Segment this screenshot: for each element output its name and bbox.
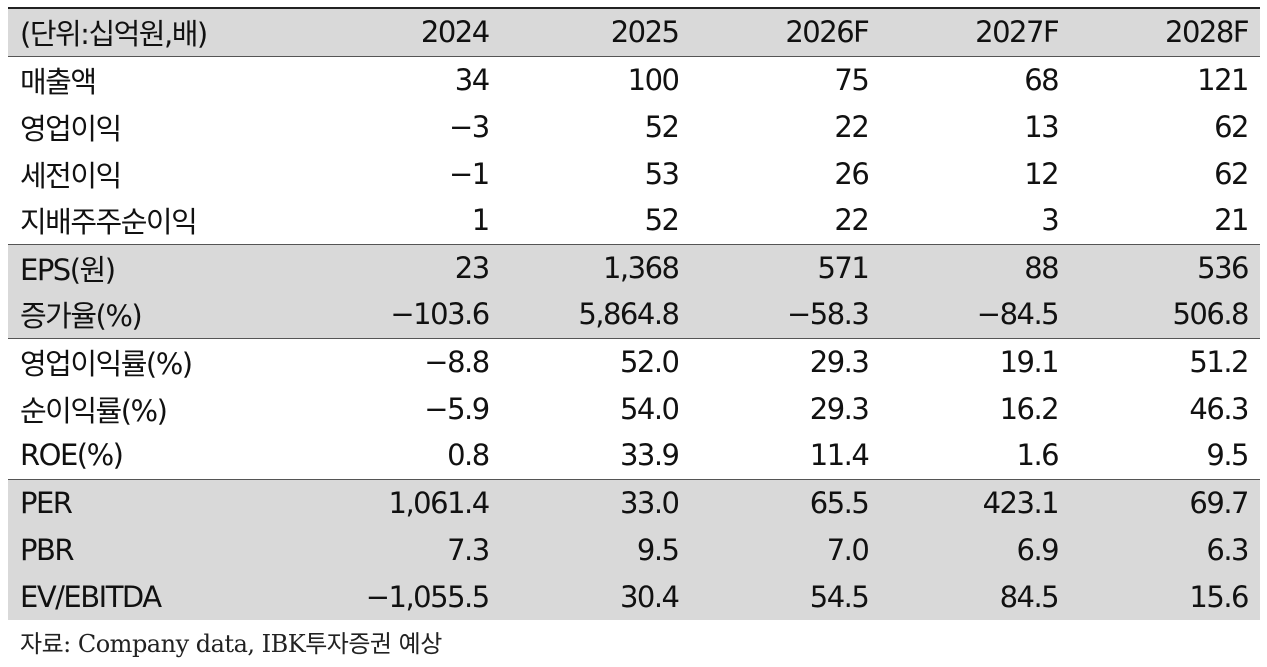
unit-label: (단위:십억원,배) [20, 17, 208, 52]
value-cell: 23 [454, 250, 490, 285]
value-cell: −1 [448, 156, 490, 191]
value-cell: 29.3 [809, 391, 870, 426]
row-label: EV/EBITDA [20, 579, 162, 614]
value-cell: 12 [1024, 156, 1059, 191]
table-group: EPS(원) 23 1,368 571 88 536 증가율(%) −103.6 5,864.8… [8, 244, 1260, 338]
table-row: PER 1,061.4 33.0 65.5 423.1 69.7 [8, 479, 1260, 526]
value-cell: −84.5 [976, 297, 1060, 332]
value-cell: −3 [448, 109, 490, 144]
table-row: 영업이익 −3 52 22 13 62 [8, 103, 1260, 150]
financial-summary-table: (단위:십억원,배) 2024 2025 2026F 2027F 2028F 매… [8, 7, 1260, 620]
value-cell: 6.9 [1016, 532, 1060, 567]
value-cell: 506.8 [1172, 297, 1249, 332]
value-cell: 62 [1214, 156, 1249, 191]
table-row: EV/EBITDA −1,055.5 30.4 54.5 84.5 15.6 [8, 573, 1260, 620]
table-row: PBR 7.3 9.5 7.0 6.9 6.3 [8, 526, 1260, 573]
year-header-2026f: 2026F [785, 15, 869, 50]
value-cell: 33.0 [619, 485, 680, 520]
value-cell: 423.1 [982, 485, 1060, 520]
value-cell: 9.5 [1206, 438, 1249, 473]
value-cell: 65.5 [809, 485, 870, 520]
value-cell: 22 [834, 203, 869, 238]
table-group: 영업이익률(%) −8.8 52.0 29.3 19.1 51.2 순이익률(%) −5.9 5… [8, 338, 1260, 479]
row-label: ROE(%) [20, 438, 124, 473]
value-cell: 7.3 [447, 532, 490, 567]
row-label: 영업이익률(%) [20, 346, 193, 381]
value-cell: 1,061.4 [388, 485, 491, 520]
value-cell: 53 [644, 156, 680, 191]
value-cell: 52 [644, 203, 680, 238]
table-group: 매출액 34 100 75 68 121 영업이익 −3 52 22 13 62 세전이익 −1 53 26 1… [8, 56, 1260, 244]
value-cell: 33.9 [619, 438, 680, 473]
value-cell: −5.9 [424, 391, 490, 426]
value-cell: 68 [1024, 62, 1059, 97]
value-cell: −1,055.5 [365, 579, 490, 614]
year-header-2028f: 2028F [1165, 15, 1249, 50]
table-row: 세전이익 −1 53 26 12 62 [8, 150, 1260, 197]
row-label: 매출액 [20, 64, 97, 99]
value-cell: −58.3 [786, 297, 870, 332]
row-label: 지배주주순이익 [20, 205, 198, 240]
source-note: 자료: Company data, IBK투자증권 예상 [20, 630, 442, 658]
value-cell: 6.3 [1206, 532, 1249, 567]
value-cell: 7.0 [826, 532, 870, 567]
financial-table-container: (단위:십억원,배) 2024 2025 2026F 2027F 2028F 매… [8, 7, 1260, 620]
value-cell: 84.5 [999, 579, 1060, 614]
table-header: (단위:십억원,배) 2024 2025 2026F 2027F 2028F [8, 8, 1260, 56]
value-cell: 52 [644, 109, 680, 144]
value-cell: 22 [834, 109, 869, 144]
value-cell: 54.5 [809, 579, 870, 614]
year-header-2024: 2024 [420, 15, 490, 50]
value-cell: 100 [627, 62, 680, 97]
value-cell: 0.8 [447, 438, 490, 473]
value-cell: 3 [1041, 203, 1059, 238]
value-cell: −103.6 [390, 297, 490, 332]
table-row: 영업이익률(%) −8.8 52.0 29.3 19.1 51.2 [8, 338, 1260, 385]
value-cell: 1.6 [1016, 438, 1060, 473]
row-label: 순이익률(%) [20, 393, 168, 428]
table-group: PER 1,061.4 33.0 65.5 423.1 69.7 PBR 7.3 9.5 7.0 6… [8, 479, 1260, 620]
value-cell: 51.2 [1189, 344, 1249, 379]
value-cell: 1,368 [602, 250, 680, 285]
value-cell: 75 [834, 62, 869, 97]
value-cell: 9.5 [636, 532, 680, 567]
value-cell: 30.4 [619, 579, 680, 614]
table-row: 증가율(%) −103.6 5,864.8 −58.3 −84.5 506.8 [8, 291, 1260, 338]
value-cell: 34 [454, 62, 490, 97]
value-cell: 5,864.8 [578, 297, 680, 332]
value-cell: 16.2 [999, 391, 1060, 426]
table-row: 지배주주순이익 1 52 22 3 21 [8, 197, 1260, 244]
value-cell: 19.1 [999, 344, 1060, 379]
value-cell: 571 [817, 250, 869, 285]
table-row: 순이익률(%) −5.9 54.0 29.3 16.2 46.3 [8, 385, 1260, 432]
value-cell: 536 [1197, 250, 1249, 285]
value-cell: 88 [1024, 250, 1059, 285]
row-label: 증가율(%) [20, 299, 143, 334]
value-cell: 13 [1024, 109, 1059, 144]
row-label: 영업이익 [20, 111, 122, 146]
value-cell: 21 [1214, 203, 1249, 238]
value-cell: −8.8 [424, 344, 490, 379]
header-row: (단위:십억원,배) 2024 2025 2026F 2027F 2028F [8, 8, 1260, 56]
value-cell: 1 [471, 203, 490, 238]
value-cell: 54.0 [619, 391, 680, 426]
value-cell: 29.3 [809, 344, 870, 379]
table-row: ROE(%) 0.8 33.9 11.4 1.6 9.5 [8, 432, 1260, 479]
year-header-2027f: 2027F [975, 15, 1059, 50]
year-header-2025: 2025 [610, 15, 680, 50]
table-row: 매출액 34 100 75 68 121 [8, 56, 1260, 103]
table-row: EPS(원) 23 1,368 571 88 536 [8, 244, 1260, 291]
value-cell: 11.4 [809, 438, 870, 473]
value-cell: 62 [1214, 109, 1249, 144]
row-label: PER [20, 485, 73, 520]
value-cell: 52.0 [619, 344, 680, 379]
value-cell: 121 [1197, 62, 1249, 97]
row-label: EPS(원) [20, 252, 116, 287]
value-cell: 26 [834, 156, 869, 191]
value-cell: 15.6 [1189, 579, 1249, 614]
value-cell: 69.7 [1189, 485, 1249, 520]
row-label: PBR [20, 532, 75, 567]
value-cell: 46.3 [1189, 391, 1249, 426]
row-label: 세전이익 [20, 158, 122, 193]
